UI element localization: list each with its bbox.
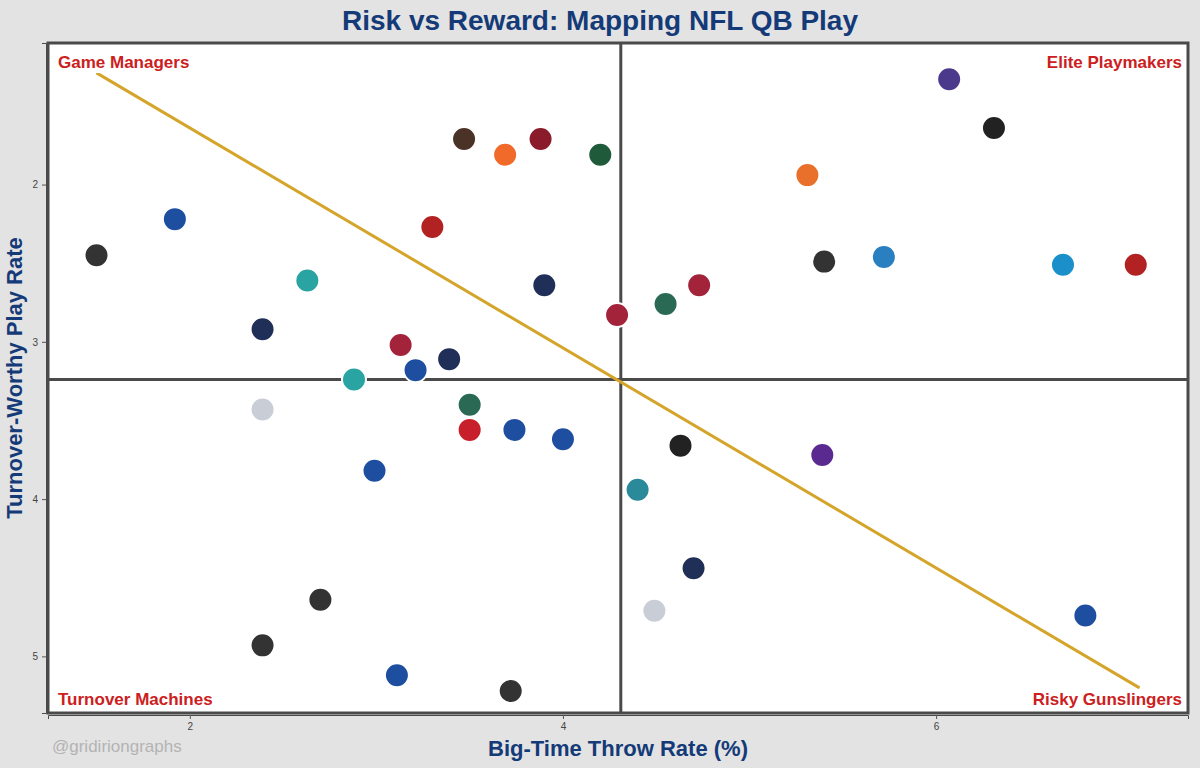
point	[251, 397, 275, 421]
tick-mark	[563, 715, 564, 719]
point	[588, 143, 612, 167]
title: Risk vs Reward: Mapping NFL QB Play	[342, 5, 858, 36]
tick: 3	[32, 337, 46, 348]
x-axis-title: Big-Time Throw Rate (%)	[488, 736, 748, 761]
point	[872, 245, 896, 269]
point	[295, 268, 319, 292]
point	[605, 303, 629, 327]
point	[937, 67, 961, 91]
tick-mark	[42, 499, 46, 500]
chart: Risk vs Reward: Mapping NFL QB Play 2 4 6 2 3…	[0, 0, 1200, 768]
tick: 6	[934, 715, 940, 732]
point	[458, 393, 482, 417]
point	[812, 250, 836, 274]
y-axis-title: Turnover-Worthy Play Rate	[2, 237, 27, 519]
trend-line	[97, 73, 1140, 688]
point	[1124, 253, 1148, 277]
point	[420, 215, 444, 239]
point	[389, 333, 413, 357]
source: @gridiriongraphs	[52, 737, 182, 756]
quadrant-label: Turnover Machines	[58, 690, 213, 709]
tick-label: 3	[32, 337, 38, 348]
tick-mark	[42, 656, 46, 657]
plot-area	[48, 43, 1188, 713]
tick-label: 5	[32, 651, 38, 662]
point	[499, 679, 523, 703]
point	[682, 556, 706, 580]
point	[251, 317, 275, 341]
point	[642, 599, 666, 623]
quadrant-label: Risky Gunslingers	[1033, 690, 1182, 709]
label-background	[55, 52, 192, 73]
tick: 4	[561, 715, 567, 732]
label-background	[1030, 689, 1185, 710]
tick-label: 2	[188, 721, 194, 732]
tick-label: 6	[934, 721, 940, 732]
point	[308, 588, 332, 612]
x-axis: 2 4 6	[49, 715, 1189, 732]
point	[551, 427, 575, 451]
axis-line	[42, 44, 47, 714]
label-background	[55, 689, 216, 710]
quadrant-labels: Game Managers Elite Playmakers Turnover Ma…	[55, 52, 1185, 710]
point	[654, 292, 678, 316]
quadrant-label: Elite Playmakers	[1047, 53, 1182, 72]
axis-line	[49, 716, 1189, 720]
point	[795, 163, 819, 187]
point	[502, 418, 526, 442]
tick: 5	[32, 651, 46, 662]
point	[982, 116, 1006, 140]
point	[404, 358, 428, 382]
point	[1051, 253, 1075, 277]
marks	[48, 43, 1188, 713]
point	[493, 143, 517, 167]
tick: 4	[32, 494, 46, 505]
point	[810, 443, 834, 467]
point	[452, 127, 476, 151]
tick: 2	[32, 179, 46, 190]
point	[251, 633, 275, 657]
point	[85, 243, 109, 267]
point	[363, 459, 387, 483]
quadrant-label: Game Managers	[58, 53, 189, 72]
point	[385, 663, 409, 687]
point	[163, 207, 187, 231]
tick-mark	[42, 342, 46, 343]
point	[437, 347, 461, 371]
point	[532, 273, 556, 297]
reference-line-x	[619, 43, 622, 713]
tick: 2	[188, 715, 194, 732]
tick-label: 2	[32, 179, 38, 190]
points	[85, 67, 1148, 703]
background	[0, 0, 1200, 768]
y-axis: 2 3 4 5	[32, 44, 46, 714]
point	[626, 478, 650, 502]
point	[342, 368, 366, 392]
point	[529, 127, 553, 151]
point	[1073, 603, 1097, 627]
tick-label: 4	[32, 494, 38, 505]
tick-mark	[42, 185, 46, 186]
tick-mark	[936, 715, 937, 719]
plot-frame	[48, 43, 1188, 713]
point	[669, 434, 693, 458]
tick-label: 4	[561, 721, 567, 732]
point	[687, 273, 711, 297]
point	[458, 418, 482, 442]
label-background	[1044, 52, 1185, 73]
tick-mark	[190, 715, 191, 719]
